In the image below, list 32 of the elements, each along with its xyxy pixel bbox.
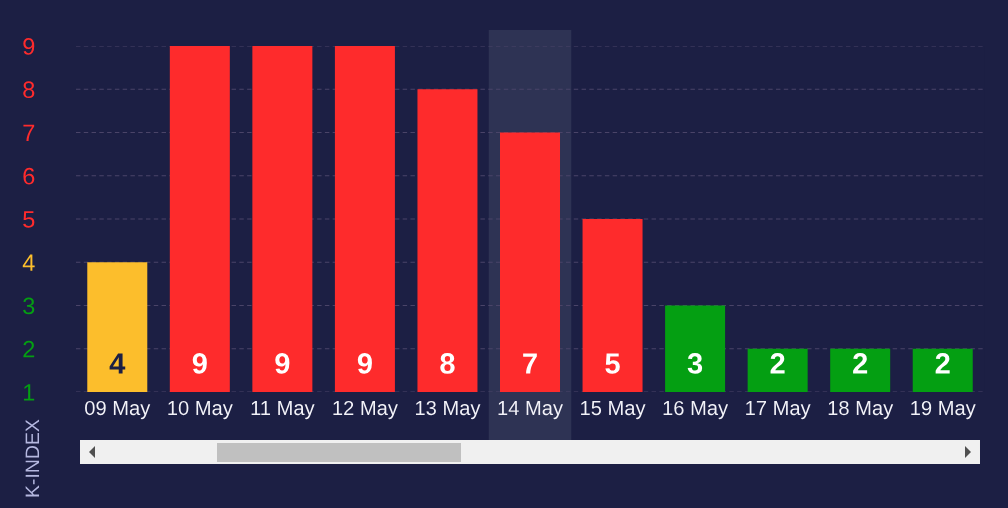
data-label: 9 (357, 353, 372, 374)
y-tick-label: 1 (24, 384, 35, 401)
y-axis-title: K-INDEX (25, 419, 40, 497)
x-tick-label: 17 May (746, 401, 811, 420)
y-tick-label: 2 (23, 340, 35, 358)
x-tick-label: 18 May (828, 400, 894, 420)
data-label: 4 (109, 353, 126, 374)
x-tick-label: 16 May (663, 400, 729, 420)
x-tick-label: 11 May (251, 401, 315, 420)
data-label: 2 (770, 353, 785, 374)
y-tick-label: 6 (23, 167, 35, 185)
data-label: 8 (440, 353, 455, 374)
x-tick-label: 12 May (333, 400, 398, 420)
data-label: 2 (853, 353, 868, 374)
data-label: 9 (275, 353, 290, 374)
data-label: 5 (605, 353, 620, 374)
x-tick-label: 15 May (581, 401, 646, 420)
x-tick-label: 14 May (498, 401, 563, 420)
y-tick-label: 7 (23, 124, 35, 142)
y-tick-label: 5 (23, 211, 35, 228)
x-tick-label: 19 May (911, 400, 976, 420)
y-tick-label: 4 (22, 254, 35, 271)
data-label: 2 (935, 353, 950, 374)
y-tick-label: 3 (23, 297, 35, 315)
x-tick-label: 09 May (85, 400, 151, 420)
data-label: 3 (687, 353, 703, 374)
y-tick-label: 8 (23, 81, 35, 99)
data-label: 9 (192, 353, 207, 374)
data-label: 7 (523, 353, 537, 374)
x-tick-label: 10 May (168, 400, 233, 420)
x-tick-label: 13 May (415, 400, 481, 420)
y-tick-label: 9 (23, 38, 35, 55)
